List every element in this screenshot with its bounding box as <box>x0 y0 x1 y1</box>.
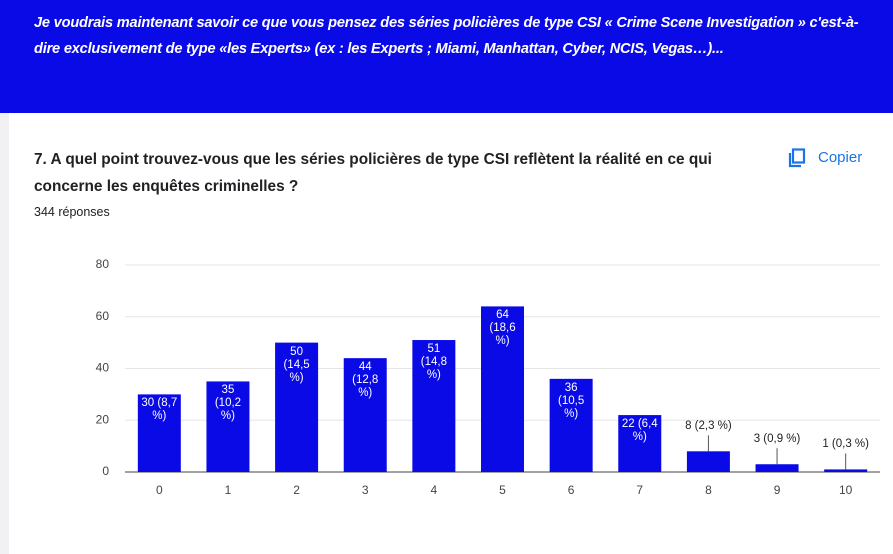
value-label: 22 (6,4 %) <box>621 418 658 444</box>
value-label: 51 (14,8 %) <box>420 343 447 382</box>
value-label: 3 (0,9 %) <box>753 433 801 446</box>
bar <box>481 306 524 472</box>
value-label: 35 (10,2 %) <box>214 384 242 423</box>
bar <box>824 469 868 472</box>
bar <box>343 358 387 472</box>
x-tick-label: 5 <box>499 483 506 497</box>
y-tick-label: 40 <box>96 361 110 375</box>
value-label: 36 (10,5 %) <box>558 381 585 420</box>
y-tick-label: 80 <box>96 257 110 271</box>
bar <box>137 394 181 472</box>
value-label: 1 (0,3 %) <box>822 438 869 451</box>
value-label: 64 (18,6 %) <box>489 309 516 348</box>
bar <box>618 415 662 472</box>
bar <box>549 378 593 472</box>
x-tick-label: 9 <box>774 483 781 497</box>
x-tick-label: 2 <box>293 483 300 497</box>
bar <box>755 464 799 472</box>
copy-button[interactable]: Copier <box>788 146 862 170</box>
x-tick-label: 0 <box>156 483 163 497</box>
response-count: 344 réponses <box>34 205 110 219</box>
x-tick-label: 8 <box>705 483 712 497</box>
bar <box>412 340 456 472</box>
x-tick-label: 3 <box>362 483 369 497</box>
x-tick-label: 1 <box>225 483 232 497</box>
bar <box>686 451 730 472</box>
y-tick-label: 0 <box>102 464 109 478</box>
x-tick-label: 7 <box>636 483 643 497</box>
section-header: Je voudrais maintenant savoir ce que vou… <box>0 0 893 113</box>
value-label: 44 (12,8 %) <box>352 361 379 400</box>
copy-label: Copier <box>818 149 863 166</box>
x-tick-label: 6 <box>568 483 575 497</box>
value-label: 30 (8,7 %) <box>141 397 178 423</box>
side-strip <box>0 113 9 554</box>
y-tick-label: 20 <box>96 412 110 426</box>
x-tick-label: 4 <box>431 483 438 497</box>
value-label: 8 (2,3 %) <box>685 420 732 433</box>
x-tick-label: 10 <box>839 483 853 497</box>
y-tick-label: 60 <box>96 309 110 323</box>
bar <box>206 381 250 472</box>
value-label: 50 (14,5 %) <box>283 345 310 384</box>
question-title: 7. A quel point trouvez-vous que les sér… <box>34 151 712 195</box>
copy-icon <box>788 148 806 168</box>
bar <box>275 342 319 472</box>
